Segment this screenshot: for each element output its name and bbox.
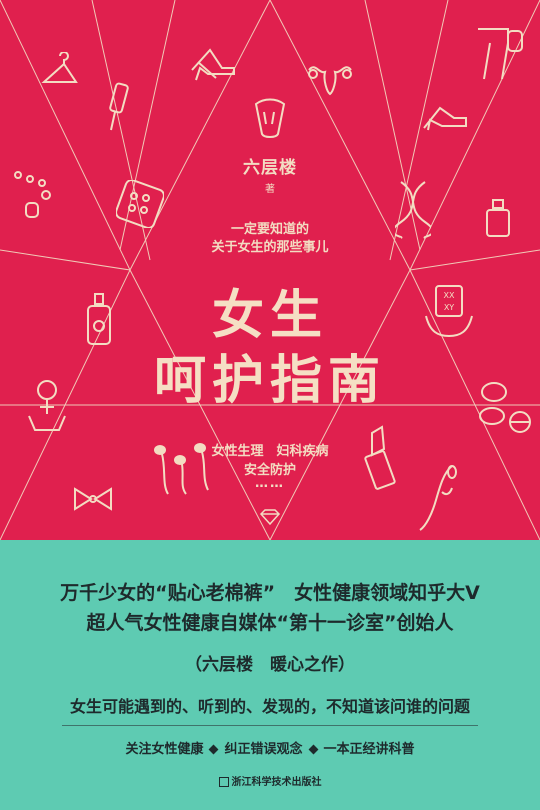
svg-text:XX: XX <box>444 291 455 300</box>
title-line1: 女生 <box>211 286 328 346</box>
topics-line1: 女性生理 妇科疾病 <box>211 444 329 459</box>
blurb-line1: 万千少女的“贴心老棉裤” 女性健康领域知乎大V <box>60 582 480 604</box>
publisher-name: 浙江科学技术出版社 <box>231 777 322 788</box>
feature-item: 一本正经讲科普 <box>323 742 415 757</box>
high-heels-icon <box>188 40 238 84</box>
legs-icon <box>470 25 530 85</box>
dna-icon <box>395 180 431 240</box>
perfume-icon <box>484 198 512 238</box>
cover-top-panel: XX XY 六层楼 著 一定要知道的 关于女生的那些事儿 女生 呵护指南 女性生理… <box>0 0 540 540</box>
divider <box>62 725 478 726</box>
tagline-line2: 关于女生的那些事儿 <box>211 240 329 255</box>
topics-ellipsis: …… <box>255 476 285 491</box>
blurb-line2: 超人气女性健康自媒体“第十一诊室”创始人 <box>86 612 454 634</box>
female-symbol-icon <box>25 378 69 438</box>
author-name: 六层楼 <box>243 158 297 178</box>
bow-tie-icon <box>73 487 113 511</box>
author-mark: 著 <box>265 184 275 195</box>
tagline-line1: 一定要知道的 <box>230 222 309 237</box>
strawberry-icon <box>250 92 290 140</box>
topics-line2: 安全防护 <box>243 463 296 478</box>
diamond-icon <box>259 508 281 526</box>
feature-item: 纠正错误观念 <box>224 742 303 757</box>
publisher: 浙江科学技术出版社 <box>0 773 540 788</box>
diamond-bullet-icon <box>308 744 318 755</box>
hanger-icon <box>40 52 80 88</box>
pills-icon <box>478 378 534 438</box>
publisher-logo-icon <box>218 777 229 787</box>
perfume-bottle-icon <box>84 292 114 348</box>
pill-pack-icon <box>116 180 164 228</box>
svg-text:XY: XY <box>444 303 454 312</box>
comb-icon <box>105 82 135 132</box>
stiletto-icon <box>420 100 470 134</box>
features-row: 关注女性健康 纠正错误观念 一本正经讲科普 <box>0 738 540 757</box>
cover-bottom-band: 万千少女的“贴心老棉裤” 女性健康领域知乎大V 超人气女性健康自媒体“第十一诊室… <box>0 540 540 810</box>
uterus-icon <box>305 58 355 102</box>
necklace-icon <box>8 165 58 225</box>
diamond-bullet-icon <box>209 744 219 755</box>
feature-item: 关注女性健康 <box>125 742 204 757</box>
geometric-lines <box>0 0 540 540</box>
chromosome-card-icon: XX XY <box>424 284 474 340</box>
lipstick-icon <box>360 425 400 491</box>
blurb-line3: （六层楼 暖心之作） <box>185 655 355 675</box>
hand-icon <box>416 462 466 532</box>
sperm-icon <box>150 440 220 500</box>
title-line2: 呵护指南 <box>153 351 386 411</box>
blurb-line4: 女生可能遇到的、听到的、发现的，不知道该问谁的问题 <box>69 697 470 716</box>
